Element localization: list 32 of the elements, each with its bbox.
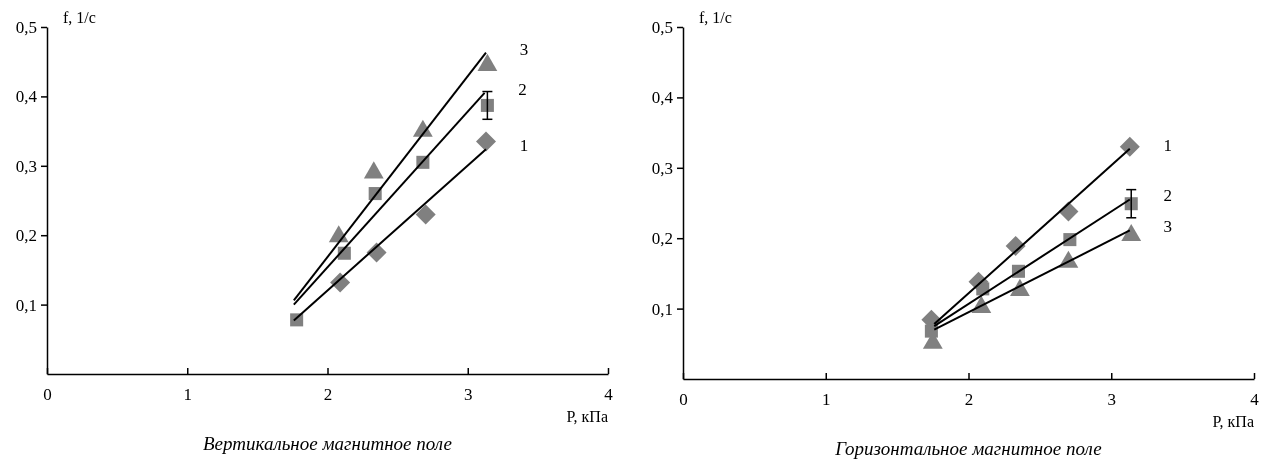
x-tick-label: 1 [183, 385, 192, 405]
y-tick-label: 0,4 [15, 87, 38, 107]
y-tick-label: 0,3 [15, 156, 37, 176]
series-label: 3 [1163, 217, 1173, 237]
series-label: 1 [519, 136, 529, 156]
x-tick-label: 3 [464, 385, 473, 405]
text: Горизонтальное магнитное поле [834, 438, 1102, 459]
y-tick-label: 0,1 [651, 299, 673, 319]
y-tick-label: 0,3 [651, 158, 673, 178]
x-tick-label: 2 [964, 390, 974, 410]
x-tick-label: 4 [604, 385, 614, 405]
x-tick-label: 3 [1107, 390, 1116, 410]
y-axis-title: f, 1/с [699, 9, 732, 26]
x-axis-title: P, кПа [566, 408, 608, 425]
x-tick-label: 0 [679, 390, 688, 410]
y-tick-label: 0,5 [15, 17, 37, 37]
y-tick-label: 0,5 [651, 17, 673, 37]
y-tick-label: 0,4 [651, 88, 674, 108]
x-tick-label: 0 [43, 385, 52, 405]
x-tick-label: 2 [323, 385, 333, 405]
y-tick-label: 0,2 [15, 226, 37, 246]
series-label: 3 [519, 39, 529, 59]
series-label: 2 [518, 79, 527, 99]
x-tick-label: 4 [1250, 390, 1260, 410]
x-tick-label: 1 [822, 390, 831, 410]
x-axis-title: P, кПа [1212, 413, 1254, 430]
series-label: 1 [1163, 135, 1173, 155]
y-tick-label: 0,2 [651, 229, 673, 249]
y-tick-label: 0,1 [15, 295, 37, 315]
y-axis-title: f, 1/с [63, 9, 96, 26]
series-label: 2 [1163, 186, 1173, 206]
text: Вертикальное магнитное поле [203, 433, 452, 454]
